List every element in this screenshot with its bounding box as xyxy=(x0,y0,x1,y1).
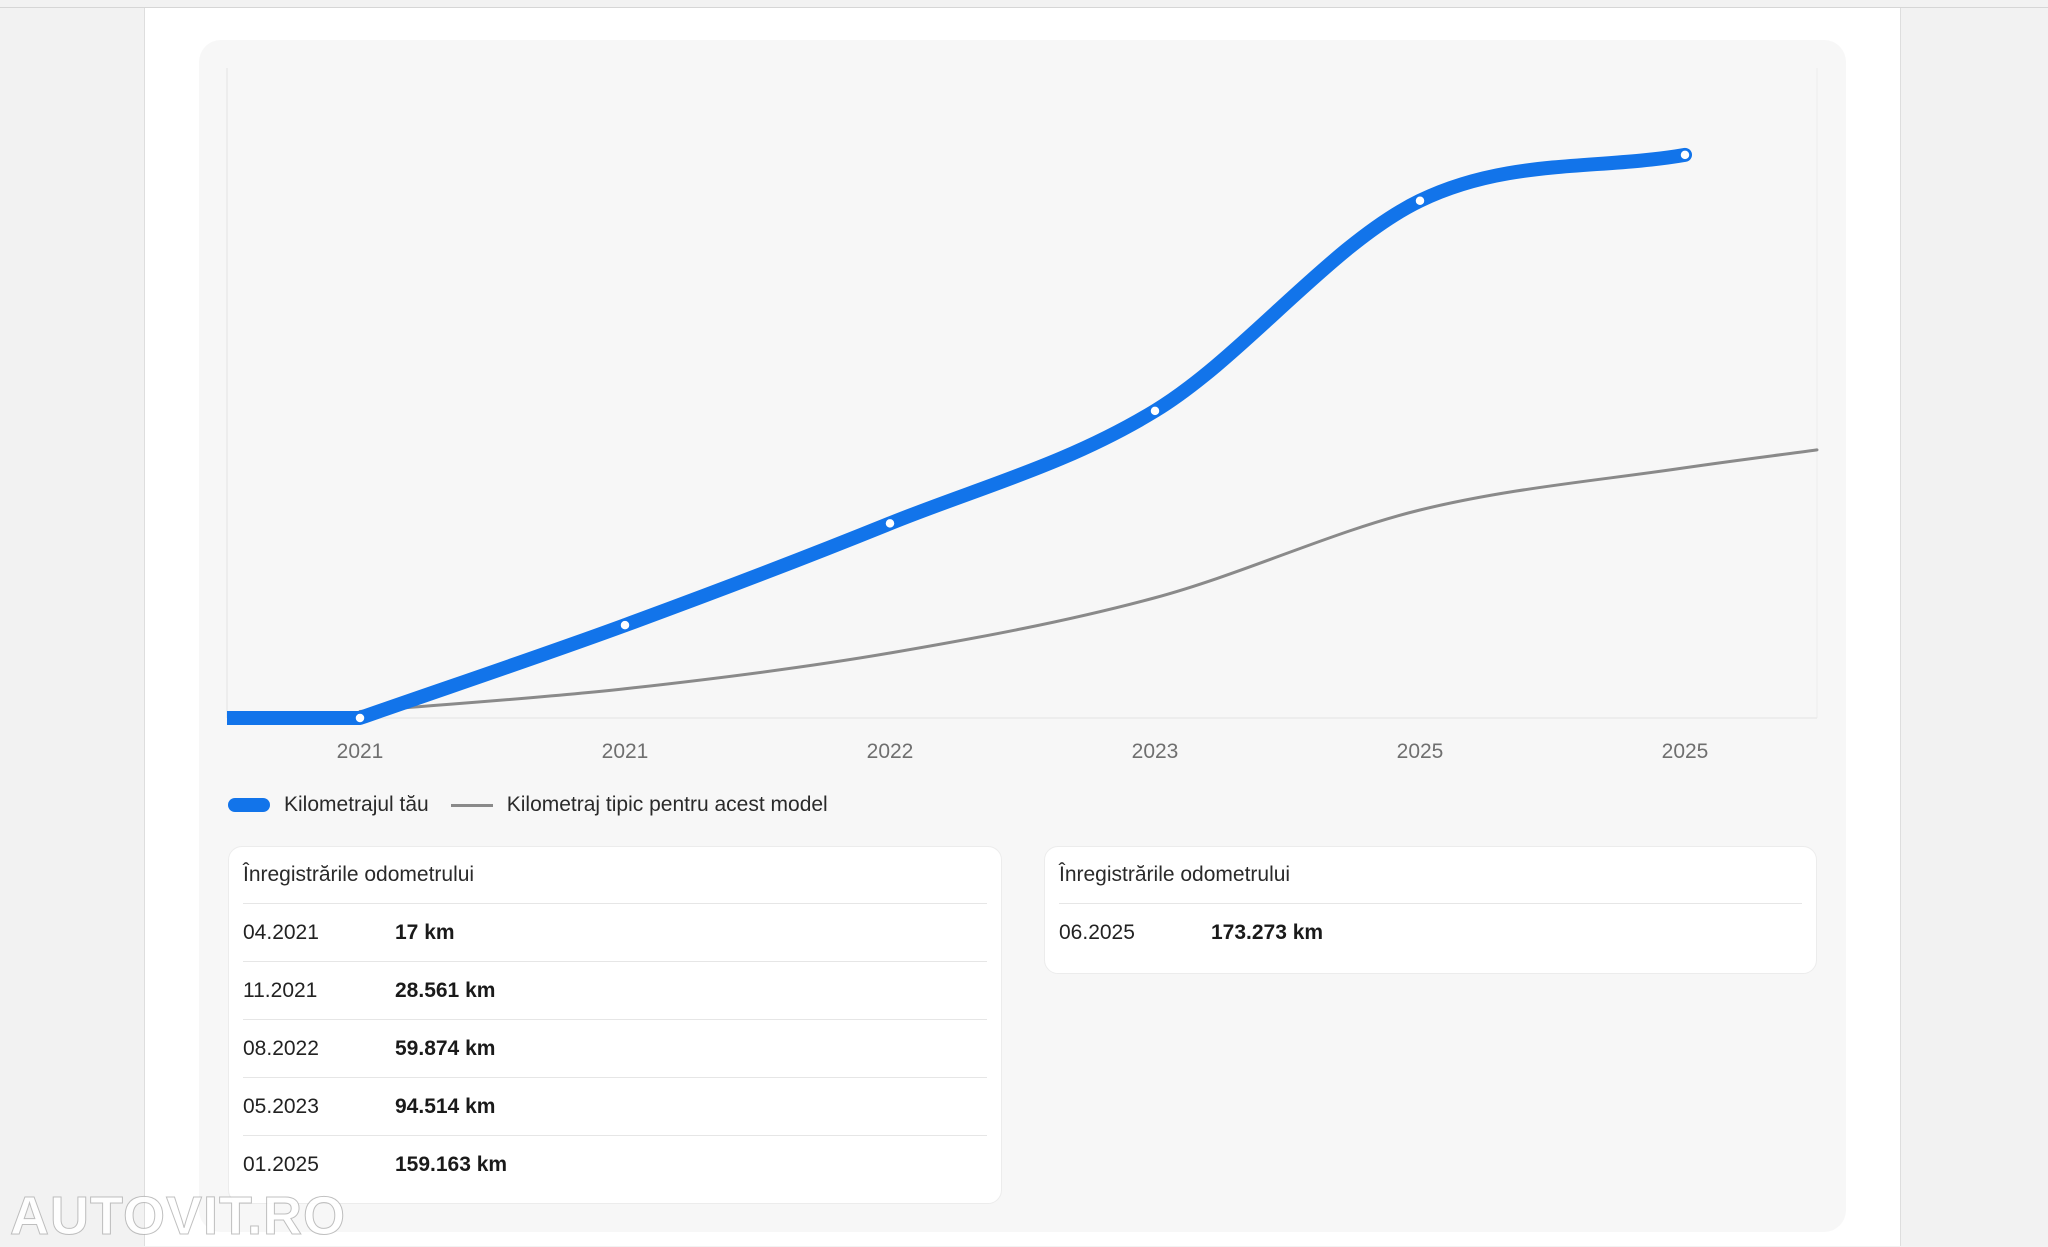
legend-label-user: Kilometrajul tău xyxy=(284,793,429,816)
x-tick-label: 2022 xyxy=(867,740,914,763)
data-point-08.2022[interactable] xyxy=(883,516,897,531)
table-row: 08.2022 59.874 km xyxy=(243,1019,987,1077)
row-date: 01.2025 xyxy=(243,1152,319,1176)
row-km: 159.163 km xyxy=(395,1152,508,1176)
odometer-table-2: Înregistrările odometrului 06.2025 173.2… xyxy=(1044,846,1817,974)
legend-swatch-user xyxy=(228,798,270,812)
data-point-04.2021[interactable] xyxy=(353,711,367,725)
data-point-11.2021[interactable] xyxy=(618,618,632,632)
legend-label-typical: Kilometraj tipic pentru acest model xyxy=(506,793,828,816)
row-date: 08.2022 xyxy=(243,1036,319,1060)
table-row: 01.2025 159.163 km xyxy=(243,1135,987,1193)
odometer-table-1: Înregistrările odometrului 04.2021 17 km… xyxy=(228,846,1002,1204)
data-point-05.2023[interactable] xyxy=(1148,404,1162,418)
data-point-06.2025[interactable] xyxy=(1678,148,1692,162)
x-tick-label: 2025 xyxy=(1397,740,1444,763)
series-line-user xyxy=(353,147,1692,725)
row-km: 94.514 km xyxy=(395,1094,496,1118)
row-date: 11.2021 xyxy=(243,978,318,1002)
autovit-watermark: AUTOVIT.RO xyxy=(9,1186,347,1247)
row-km: 173.273 km xyxy=(1211,920,1324,944)
x-tick-label: 2021 xyxy=(602,740,649,763)
chart-legend: Kilometrajul tău Kilometraj tipic pentru… xyxy=(228,790,828,820)
row-date: 04.2021 xyxy=(243,920,319,944)
table-row: 06.2025 173.273 km xyxy=(1059,903,1802,961)
table-row: 04.2021 17 km xyxy=(243,903,987,961)
x-tick-label: 2023 xyxy=(1132,740,1179,763)
row-km: 59.874 km xyxy=(395,1036,496,1060)
x-tick-label: 2021 xyxy=(337,740,384,763)
row-date: 06.2025 xyxy=(1059,920,1135,944)
row-date: 05.2023 xyxy=(243,1094,319,1118)
row-km: 28.561 km xyxy=(395,978,496,1002)
row-km: 17 km xyxy=(395,920,455,944)
legend-swatch-typical xyxy=(450,803,493,807)
x-tick-label: 2025 xyxy=(1662,740,1709,763)
top-divider xyxy=(0,7,2048,8)
table-title: Înregistrările odometrului xyxy=(243,863,475,886)
series-line-typical xyxy=(358,448,1819,713)
table-row: 05.2023 94.514 km xyxy=(243,1077,987,1135)
table-title: Înregistrările odometrului xyxy=(1059,863,1291,886)
table-row: 11.2021 28.561 km xyxy=(243,961,987,1019)
data-point-01.2025[interactable] xyxy=(1413,193,1427,208)
